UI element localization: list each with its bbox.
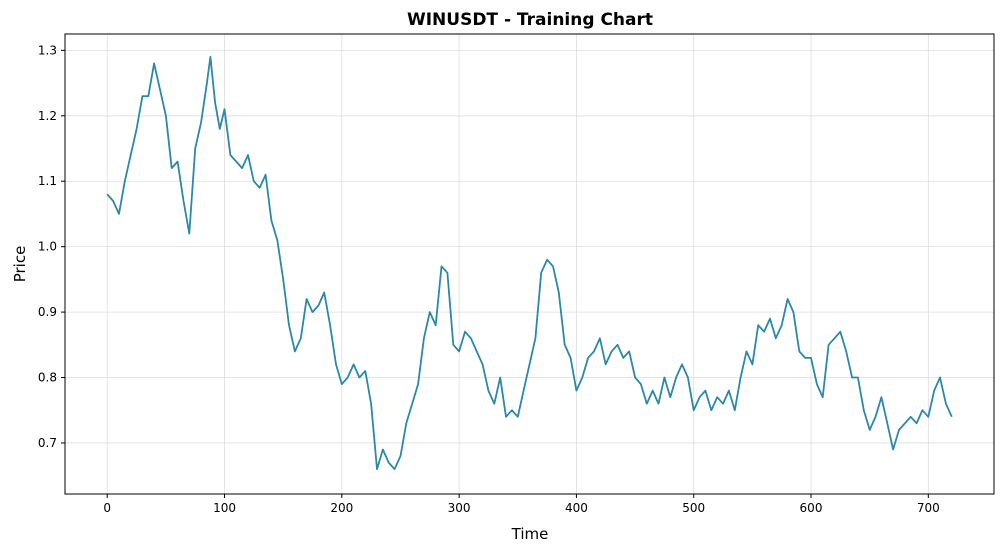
y-axis-title: Price	[11, 246, 29, 283]
series-line	[106, 56, 953, 470]
y-tick-label: 1.1	[38, 174, 57, 188]
y-tick-label: 0.7	[38, 436, 57, 450]
x-tick-label: 500	[682, 501, 705, 515]
x-tick-label: 0	[103, 501, 111, 515]
y-tick-label: 0.8	[38, 371, 57, 385]
plot-frame	[64, 33, 995, 495]
y-axis-ticks: 0.7 0.8 0.9 1.0 1.1 1.2 1.3	[38, 43, 65, 450]
y-tick-label: 0.9	[38, 305, 57, 319]
y-tick-label: 1.0	[38, 240, 57, 254]
x-axis-ticks: 0 100 200 300 400 500 600 700	[103, 494, 940, 515]
grid-lines	[65, 34, 994, 494]
x-axis-title: Time	[511, 525, 549, 543]
x-tick-label: 300	[448, 501, 471, 515]
x-tick-label: 400	[565, 501, 588, 515]
y-tick-label: 1.2	[38, 109, 57, 123]
x-tick-label: 600	[800, 501, 823, 515]
y-tick-label: 1.3	[38, 43, 57, 57]
x-tick-label: 700	[917, 501, 940, 515]
x-tick-label: 100	[213, 501, 236, 515]
x-tick-label: 200	[330, 501, 353, 515]
chart-title: WINUSDT - Training Chart	[407, 10, 653, 30]
